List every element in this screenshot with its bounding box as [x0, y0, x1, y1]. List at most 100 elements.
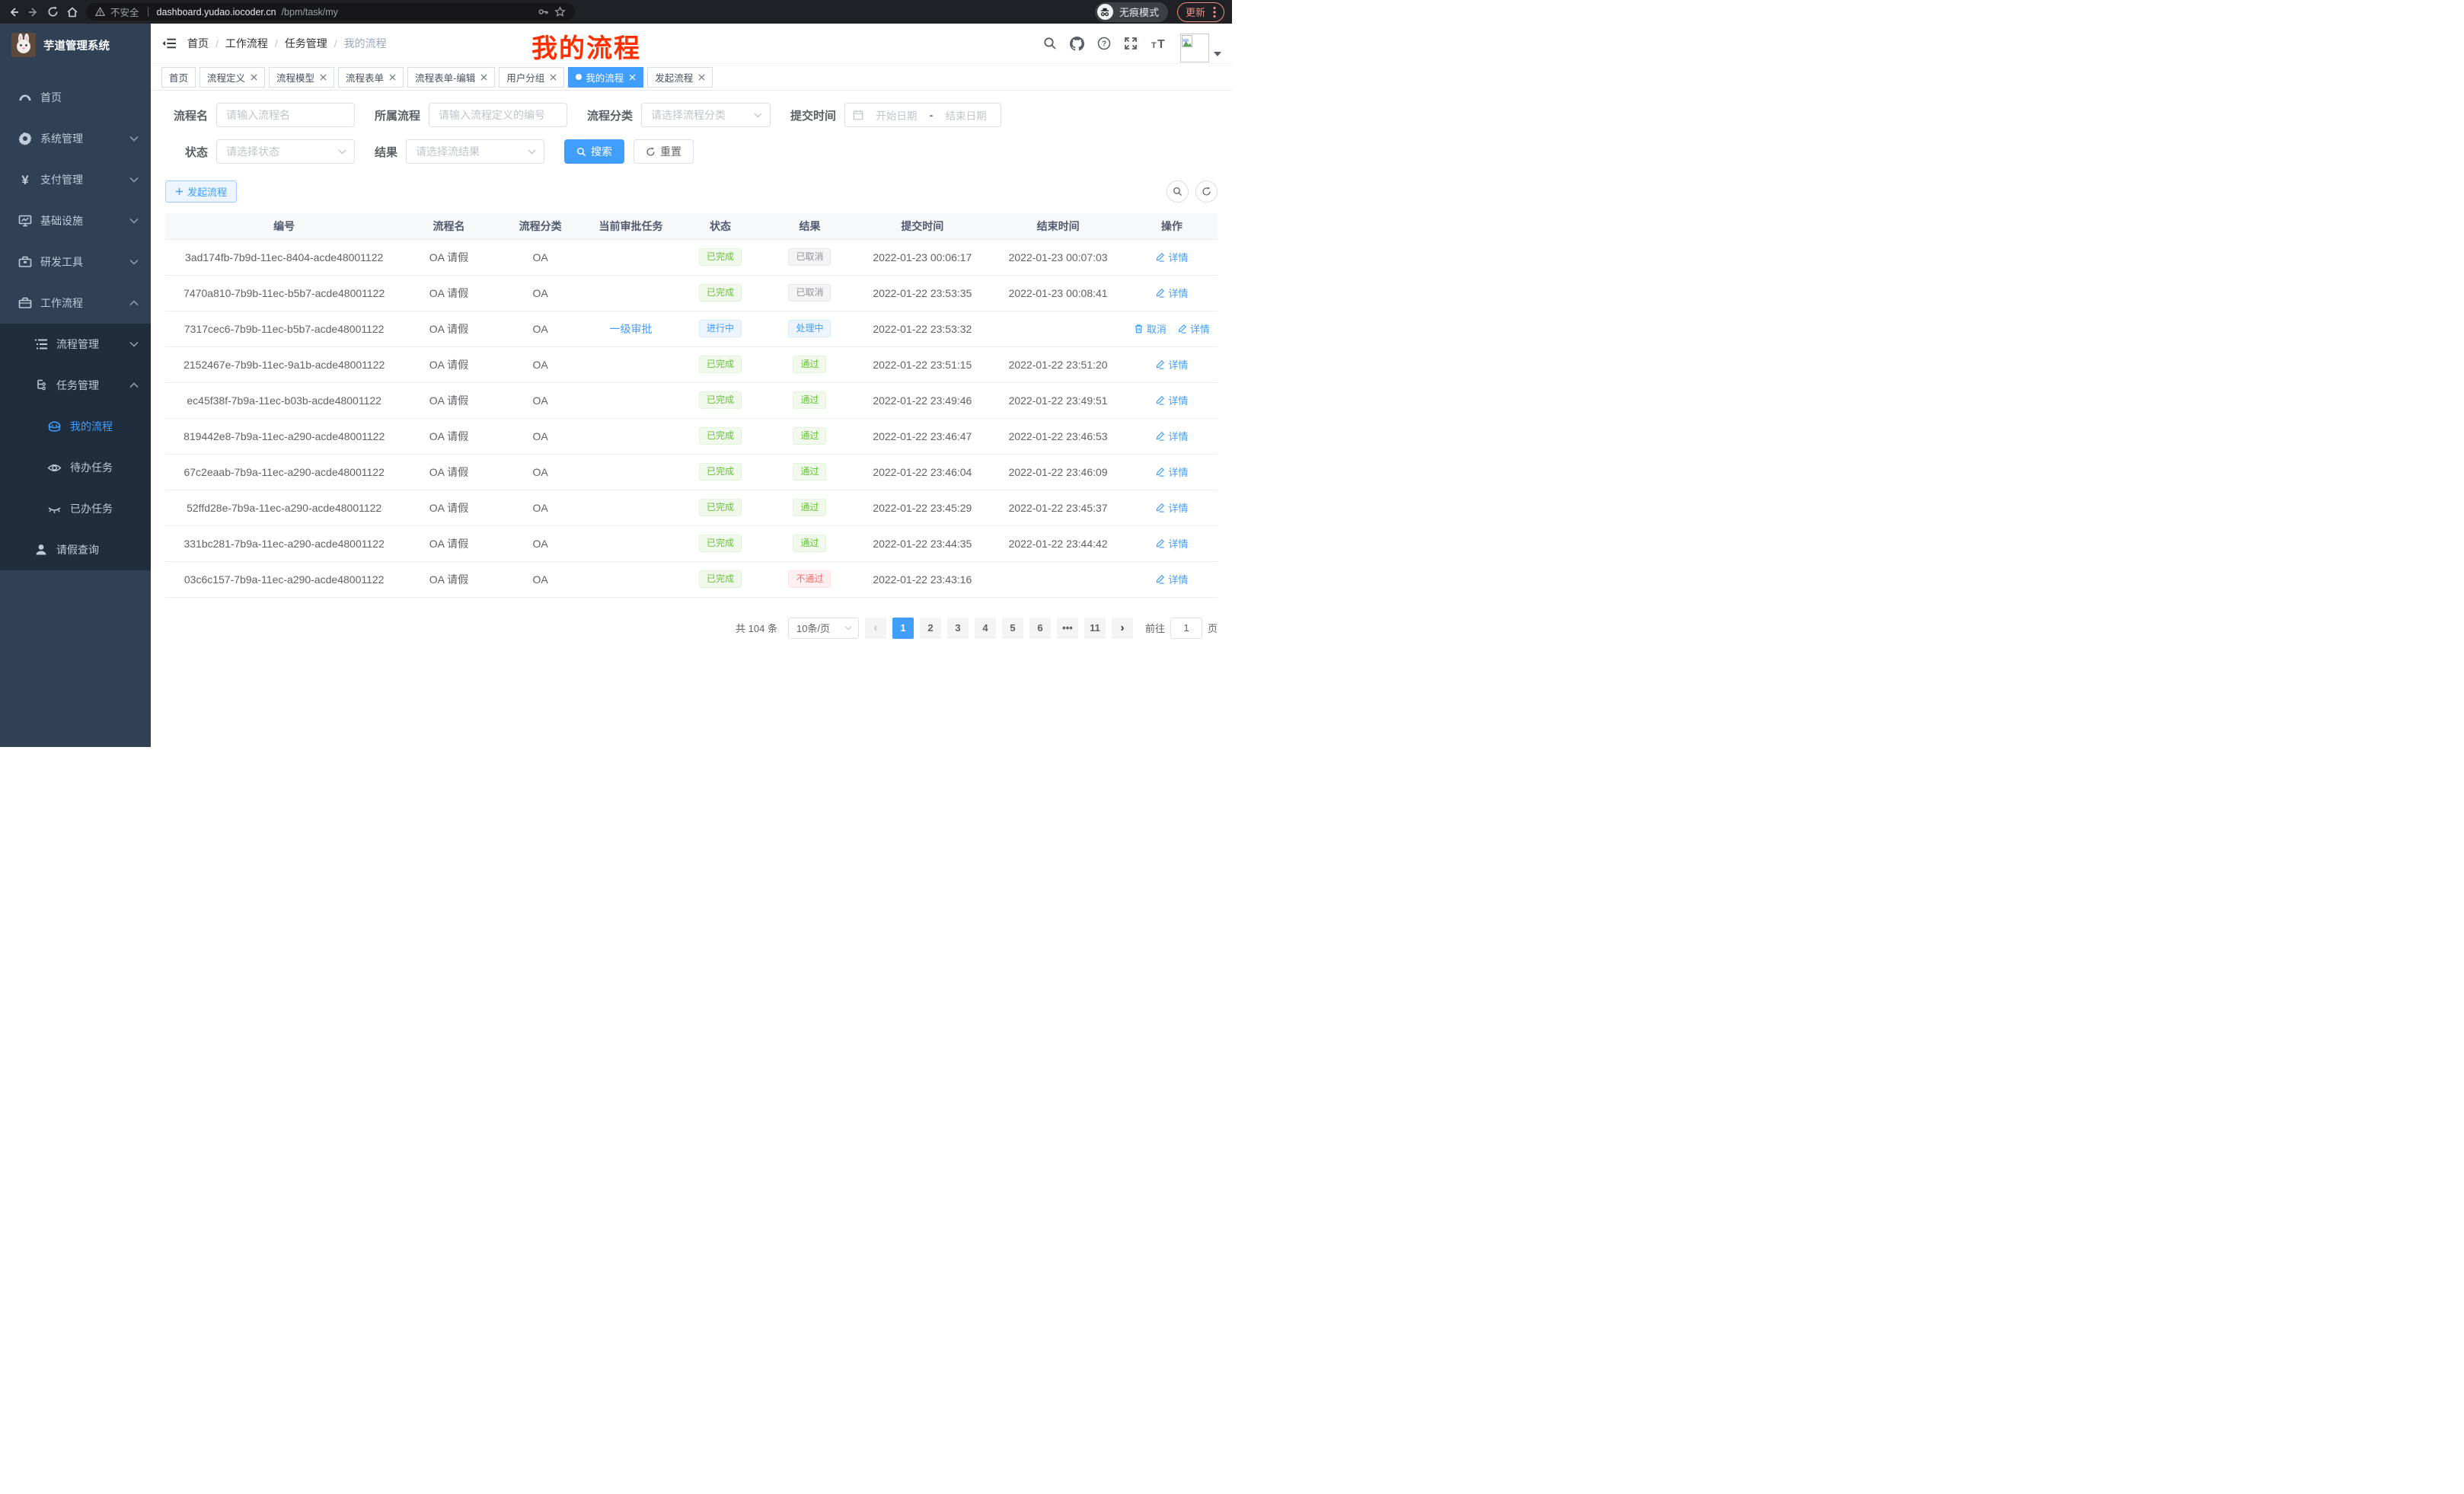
key-icon[interactable] — [538, 6, 549, 18]
close-icon[interactable] — [550, 73, 557, 81]
detail-action[interactable]: 详情 — [1155, 572, 1188, 586]
cell-task: 一级审批 — [586, 311, 676, 347]
date-start-placeholder[interactable]: 开始日期 — [876, 110, 918, 122]
detail-action[interactable]: 详情 — [1155, 250, 1188, 264]
page-button-1[interactable]: 1 — [892, 617, 914, 639]
page-size-select[interactable]: 10条/页 — [787, 617, 859, 639]
sidebar-item-7[interactable]: 任务管理 — [0, 365, 151, 406]
sidebar-item-10[interactable]: 已办任务 — [0, 488, 151, 529]
tab-6[interactable]: 我的流程 — [568, 66, 644, 88]
browser-update-button[interactable]: 更新 — [1176, 2, 1224, 22]
tab-7[interactable]: 发起流程 — [647, 66, 713, 88]
detail-action[interactable]: 详情 — [1155, 429, 1188, 443]
cell-submit-time: 2022-01-22 23:46:47 — [854, 418, 991, 455]
security-label[interactable]: 不安全 — [110, 8, 139, 18]
status-filter-select[interactable]: 请选择状态 — [216, 139, 355, 164]
update-label[interactable]: 更新 — [1185, 7, 1205, 18]
start-process-button[interactable]: 发起流程 — [165, 180, 238, 203]
cell-submit-time: 2022-01-22 23:43:16 — [854, 561, 991, 598]
reset-button[interactable]: 重置 — [634, 139, 694, 164]
page-button-2[interactable]: 2 — [919, 617, 941, 639]
sidebar-item-9[interactable]: 待办任务 — [0, 447, 151, 488]
sidebar-item-1[interactable]: 系统管理 — [0, 118, 151, 159]
sidebar-item-label: 首页 — [40, 91, 62, 104]
toggle-search-button[interactable] — [1167, 180, 1189, 203]
cell-submit-time: 2022-01-22 23:45:29 — [854, 490, 991, 526]
close-icon[interactable] — [251, 73, 257, 81]
browser-menu-icon[interactable] — [1213, 6, 1216, 18]
browser-home-icon[interactable] — [66, 6, 78, 18]
collapse-sidebar-icon[interactable] — [151, 37, 187, 49]
cell-id: 03c6c157-7b9a-11ec-a290-acde48001122 — [165, 561, 404, 598]
search-button[interactable]: 搜索 — [564, 139, 625, 164]
goto-page-input[interactable] — [1170, 617, 1202, 639]
header-search-icon[interactable] — [1043, 37, 1057, 50]
page-button-5[interactable]: 5 — [1001, 617, 1023, 639]
close-icon[interactable] — [389, 73, 396, 81]
page-button-6[interactable]: 6 — [1029, 617, 1051, 639]
page-ellipsis[interactable]: ••• — [1056, 617, 1078, 639]
refresh-button[interactable] — [1195, 180, 1218, 203]
cell-category: OA — [494, 346, 586, 383]
sidebar-item-0[interactable]: 首页 — [0, 77, 151, 118]
submit-time-range-picker[interactable]: 开始日期 - 结束日期 — [844, 103, 1002, 127]
category-filter-select[interactable]: 请选择流程分类 — [641, 103, 771, 127]
cell-submit-time: 2022-01-22 23:46:04 — [854, 454, 991, 490]
breadcrumb-item-3: 我的流程 — [343, 37, 387, 49]
sidebar-item-2[interactable]: ¥ 支付管理 — [0, 159, 151, 200]
tab-3[interactable]: 流程表单 — [338, 66, 404, 88]
breadcrumb-item-2[interactable]: 任务管理 — [284, 37, 327, 49]
close-icon[interactable] — [698, 73, 705, 81]
sidebar-item-8[interactable]: 我的流程 — [0, 406, 151, 447]
detail-action[interactable]: 详情 — [1155, 393, 1188, 407]
breadcrumb-item-1[interactable]: 工作流程 — [225, 37, 268, 49]
github-icon[interactable] — [1070, 36, 1084, 51]
name-filter-input[interactable] — [216, 103, 355, 127]
date-end-placeholder[interactable]: 结束日期 — [945, 110, 987, 122]
cell-status: 进行中 — [675, 311, 765, 347]
result-badge: 处理中 — [788, 319, 831, 338]
edit-icon — [1155, 538, 1165, 548]
page-button-3[interactable]: 3 — [946, 617, 969, 639]
sidebar-item-5[interactable]: 工作流程 — [0, 283, 151, 324]
sidebar-item-label: 请假查询 — [56, 544, 99, 556]
address-bar[interactable]: 不安全 dashboard.yudao.iocoder.cn/bpm/task/… — [86, 3, 575, 21]
detail-action[interactable]: 详情 — [1155, 357, 1188, 372]
app-logo-row[interactable]: 芋道管理系统 — [0, 24, 151, 66]
prev-page-button[interactable]: ‹ — [864, 617, 886, 639]
breadcrumb-item-0[interactable]: 首页 — [187, 37, 209, 49]
user-avatar-dropdown[interactable] — [1180, 34, 1221, 62]
browser-reload-icon[interactable] — [47, 6, 59, 18]
tab-1[interactable]: 流程定义 — [199, 66, 266, 88]
browser-back-icon[interactable] — [8, 6, 20, 18]
next-page-button[interactable]: › — [1111, 617, 1133, 639]
page-button-11[interactable]: 11 — [1084, 617, 1106, 639]
close-icon[interactable] — [480, 73, 487, 81]
help-icon[interactable]: ? — [1097, 37, 1111, 50]
detail-action[interactable]: 详情 — [1155, 500, 1188, 515]
bookmark-star-icon[interactable] — [554, 6, 566, 18]
sidebar-item-4[interactable]: 研发工具 — [0, 241, 151, 283]
close-icon[interactable] — [629, 73, 636, 81]
tab-0[interactable]: 首页 — [161, 66, 196, 88]
cancel-action[interactable]: 取消 — [1134, 321, 1167, 336]
close-icon[interactable] — [320, 73, 327, 81]
detail-action[interactable]: 详情 — [1155, 536, 1188, 551]
current-task-link[interactable]: 一级审批 — [609, 322, 653, 335]
table-row-3: 2152467e-7b9b-11ec-9a1b-acde48001122 OA 请… — [165, 346, 1218, 383]
result-filter-select[interactable]: 请选择流结果 — [406, 139, 545, 164]
sidebar-item-3[interactable]: 基础设施 — [0, 200, 151, 241]
definition-filter-input[interactable] — [429, 103, 568, 127]
detail-action[interactable]: 详情 — [1155, 464, 1188, 479]
detail-action[interactable]: 详情 — [1155, 286, 1188, 300]
fullscreen-icon[interactable] — [1124, 37, 1138, 50]
detail-action[interactable]: 详情 — [1177, 321, 1210, 336]
sidebar-item-6[interactable]: 流程管理 — [0, 324, 151, 365]
tab-5[interactable]: 用户分组 — [499, 66, 565, 88]
page-button-4[interactable]: 4 — [974, 617, 996, 639]
sidebar-item-11[interactable]: 请假查询 — [0, 529, 151, 570]
tab-2[interactable]: 流程模型 — [269, 66, 335, 88]
tab-4[interactable]: 流程表单-编辑 — [407, 66, 496, 88]
browser-forward-icon[interactable] — [27, 6, 40, 18]
